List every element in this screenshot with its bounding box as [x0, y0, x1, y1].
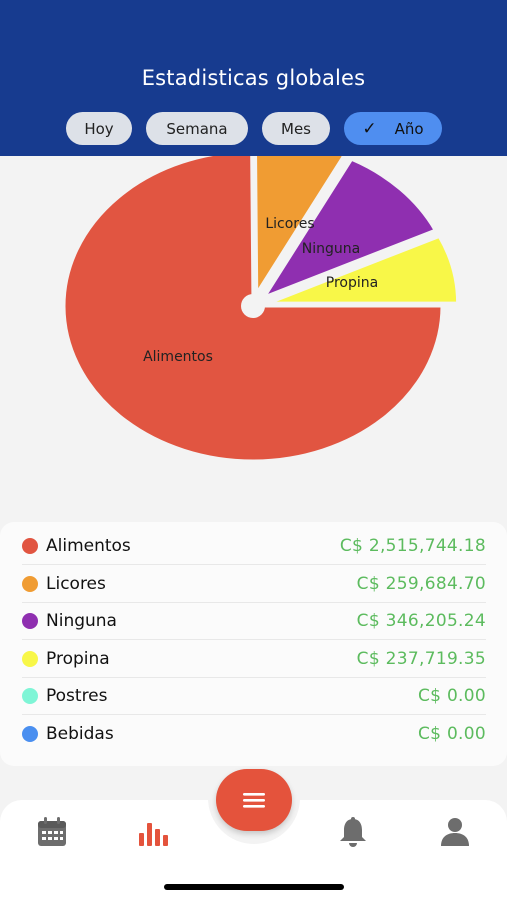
menu-icon: [243, 793, 265, 808]
category-amount: C$ 2,515,744.18: [339, 536, 486, 556]
category-totals-list: Alimentos C$ 2,515,744.18 Licores C$ 259…: [0, 522, 507, 766]
divider: [22, 677, 486, 678]
legend-dot: [22, 726, 38, 742]
filter-label: Año: [394, 119, 424, 138]
category-amount: C$ 0.00: [417, 724, 486, 744]
filter-label: Semana: [166, 119, 228, 138]
calendar-icon[interactable]: [35, 815, 69, 849]
list-item[interactable]: Propina C$ 237,719.35: [22, 640, 486, 678]
pie-label-ninguna: Ninguna: [302, 241, 360, 257]
legend-dot: [22, 538, 38, 554]
category-name: Bebidas: [46, 724, 114, 744]
list-item[interactable]: Alimentos C$ 2,515,744.18: [22, 527, 486, 565]
list-item[interactable]: Licores C$ 259,684.70: [22, 565, 486, 603]
pie-slice-ninguna[interactable]: [260, 157, 438, 300]
category-amount: C$ 346,205.24: [356, 611, 486, 631]
filter-ano[interactable]: ✓ Año: [344, 112, 442, 145]
pie-slice-licores[interactable]: [254, 156, 346, 299]
filter-mes[interactable]: Mes: [262, 112, 330, 145]
home-indicator: [164, 884, 344, 890]
pie-slice-propina[interactable]: [268, 234, 460, 305]
category-amount: C$ 237,719.35: [356, 649, 486, 669]
legend-dot: [22, 688, 38, 704]
divider: [22, 564, 486, 565]
pie-label-licores: Licores: [265, 216, 314, 232]
filter-semana[interactable]: Semana: [146, 112, 248, 145]
legend-dot: [22, 651, 38, 667]
category-name: Ninguna: [46, 611, 117, 631]
filter-label: Mes: [281, 119, 311, 138]
list-item[interactable]: Postres C$ 0.00: [22, 677, 486, 715]
bar-chart-icon[interactable]: [136, 815, 170, 849]
pie-center-hub: [241, 294, 265, 318]
list-item[interactable]: Ninguna C$ 346,205.24: [22, 602, 486, 640]
filter-hoy[interactable]: Hoy: [66, 112, 132, 145]
category-name: Propina: [46, 649, 110, 669]
legend-dot: [22, 613, 38, 629]
category-amount: C$ 0.00: [417, 686, 486, 706]
divider: [22, 639, 486, 640]
person-icon[interactable]: [438, 815, 472, 849]
category-name: Alimentos: [46, 536, 131, 556]
pie-label-propina: Propina: [326, 275, 378, 291]
pie-label-alimentos: Alimentos: [143, 349, 213, 365]
page-title: Estadisticas globales: [141, 66, 366, 90]
bell-icon[interactable]: [336, 815, 370, 849]
menu-fab-button[interactable]: [216, 769, 292, 831]
category-pie-chart: Alimentos Licores Ninguna Propina: [0, 156, 507, 506]
list-item[interactable]: Bebidas C$ 0.00: [22, 715, 486, 753]
category-name: Licores: [46, 574, 106, 594]
legend-dot: [22, 576, 38, 592]
divider: [22, 714, 486, 715]
check-icon: ✓: [362, 118, 377, 139]
divider: [22, 602, 486, 603]
category-name: Postres: [46, 686, 108, 706]
category-amount: C$ 259,684.70: [356, 574, 486, 594]
filter-label: Hoy: [84, 119, 114, 138]
